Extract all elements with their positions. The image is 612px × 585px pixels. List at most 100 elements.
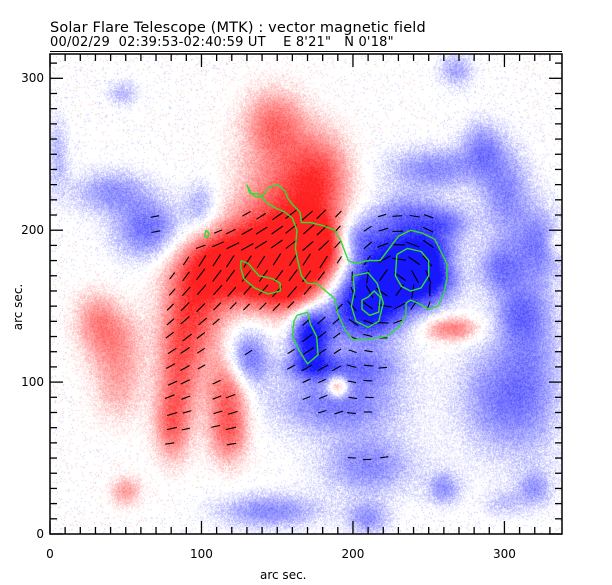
field-vector	[226, 255, 235, 268]
field-vector	[408, 256, 421, 266]
field-vector	[167, 411, 178, 417]
field-vector	[288, 269, 298, 282]
field-vector	[270, 239, 283, 249]
field-vector	[302, 378, 311, 384]
field-vector	[241, 228, 253, 235]
field-vector	[317, 364, 329, 372]
field-vector	[348, 396, 358, 400]
field-vector	[180, 379, 191, 385]
field-vector	[378, 255, 391, 263]
field-vector	[378, 213, 387, 218]
field-vector	[272, 253, 282, 266]
field-vector	[394, 302, 406, 310]
field-vector	[332, 317, 341, 325]
field-vector	[181, 395, 191, 400]
field-vector	[229, 302, 237, 310]
field-vector	[198, 255, 207, 267]
field-contour	[394, 247, 430, 292]
field-vector	[244, 349, 253, 356]
field-strength-contours	[203, 183, 448, 365]
field-vector	[302, 253, 311, 266]
field-vector	[226, 242, 240, 250]
field-vector	[301, 364, 313, 372]
field-vector	[377, 242, 389, 248]
field-vector	[165, 331, 175, 339]
field-contour	[240, 259, 281, 295]
observation-date: 00/02/29	[50, 35, 110, 50]
field-contour	[350, 271, 384, 329]
field-vector	[196, 284, 207, 295]
magnetogram-heatmap	[50, 54, 562, 534]
plot-frame	[49, 53, 563, 535]
field-vector	[166, 303, 174, 311]
field-vector	[167, 347, 177, 355]
field-vector	[197, 364, 206, 370]
position-east-west: E 8'21"	[283, 35, 332, 50]
field-vector	[423, 214, 434, 219]
field-vector	[212, 269, 222, 282]
field-vector	[392, 257, 406, 261]
field-vector	[225, 393, 236, 399]
field-vector	[336, 256, 342, 264]
field-vector	[350, 286, 356, 299]
field-vector	[288, 253, 298, 266]
field-vector	[332, 332, 341, 339]
field-contour	[291, 311, 319, 365]
field-vector	[317, 271, 325, 281]
plot-title: Solar Flare Telescope (MTK) : vector mag…	[50, 20, 426, 36]
title-underline	[50, 51, 562, 52]
field-vector	[241, 211, 251, 217]
field-vector	[318, 240, 330, 251]
field-vector	[213, 302, 222, 311]
field-vector	[225, 228, 236, 235]
field-vector	[212, 254, 222, 267]
field-vector	[334, 410, 344, 415]
field-vector	[348, 318, 359, 327]
field-vector	[303, 224, 315, 235]
field-vector	[317, 409, 327, 414]
field-vector	[287, 348, 295, 355]
field-vector	[227, 286, 237, 297]
y-tick-label: 100	[21, 375, 44, 390]
field-vector	[411, 270, 419, 284]
field-vector	[213, 229, 223, 234]
field-vector	[225, 269, 236, 282]
x-axis-label: arc sec.	[260, 568, 307, 582]
field-vector	[378, 269, 388, 282]
field-vector	[365, 285, 374, 298]
field-vector	[378, 366, 388, 369]
x-tick-label: 300	[492, 547, 516, 561]
field-vector	[271, 225, 284, 235]
field-vector	[347, 300, 357, 312]
field-vector	[317, 378, 327, 384]
field-vector	[411, 284, 415, 299]
field-vector	[287, 286, 298, 298]
field-vector	[302, 240, 314, 252]
field-vector	[285, 239, 298, 249]
field-vector	[180, 365, 190, 371]
field-vector	[180, 302, 190, 312]
field-vector	[166, 363, 176, 369]
field-vector	[180, 316, 190, 325]
field-vector	[167, 380, 178, 386]
field-vector	[272, 212, 284, 221]
field-vector	[259, 302, 267, 310]
x-tick-label: 100	[190, 547, 213, 561]
field-vector	[316, 209, 327, 220]
field-vector	[255, 226, 268, 235]
field-vector	[406, 241, 420, 248]
y-tick-label: 0	[36, 527, 44, 541]
field-vector	[347, 380, 357, 384]
field-vector	[333, 348, 342, 355]
field-vector	[301, 210, 313, 221]
field-vector	[212, 241, 224, 248]
field-vector	[360, 300, 374, 310]
field-vector	[254, 240, 268, 249]
field-vector	[243, 284, 253, 295]
field-vector	[213, 284, 223, 296]
field-vector	[225, 426, 237, 431]
field-vector	[287, 301, 295, 309]
field-vector	[196, 268, 206, 281]
field-vector	[363, 333, 373, 338]
field-contour	[203, 229, 210, 239]
